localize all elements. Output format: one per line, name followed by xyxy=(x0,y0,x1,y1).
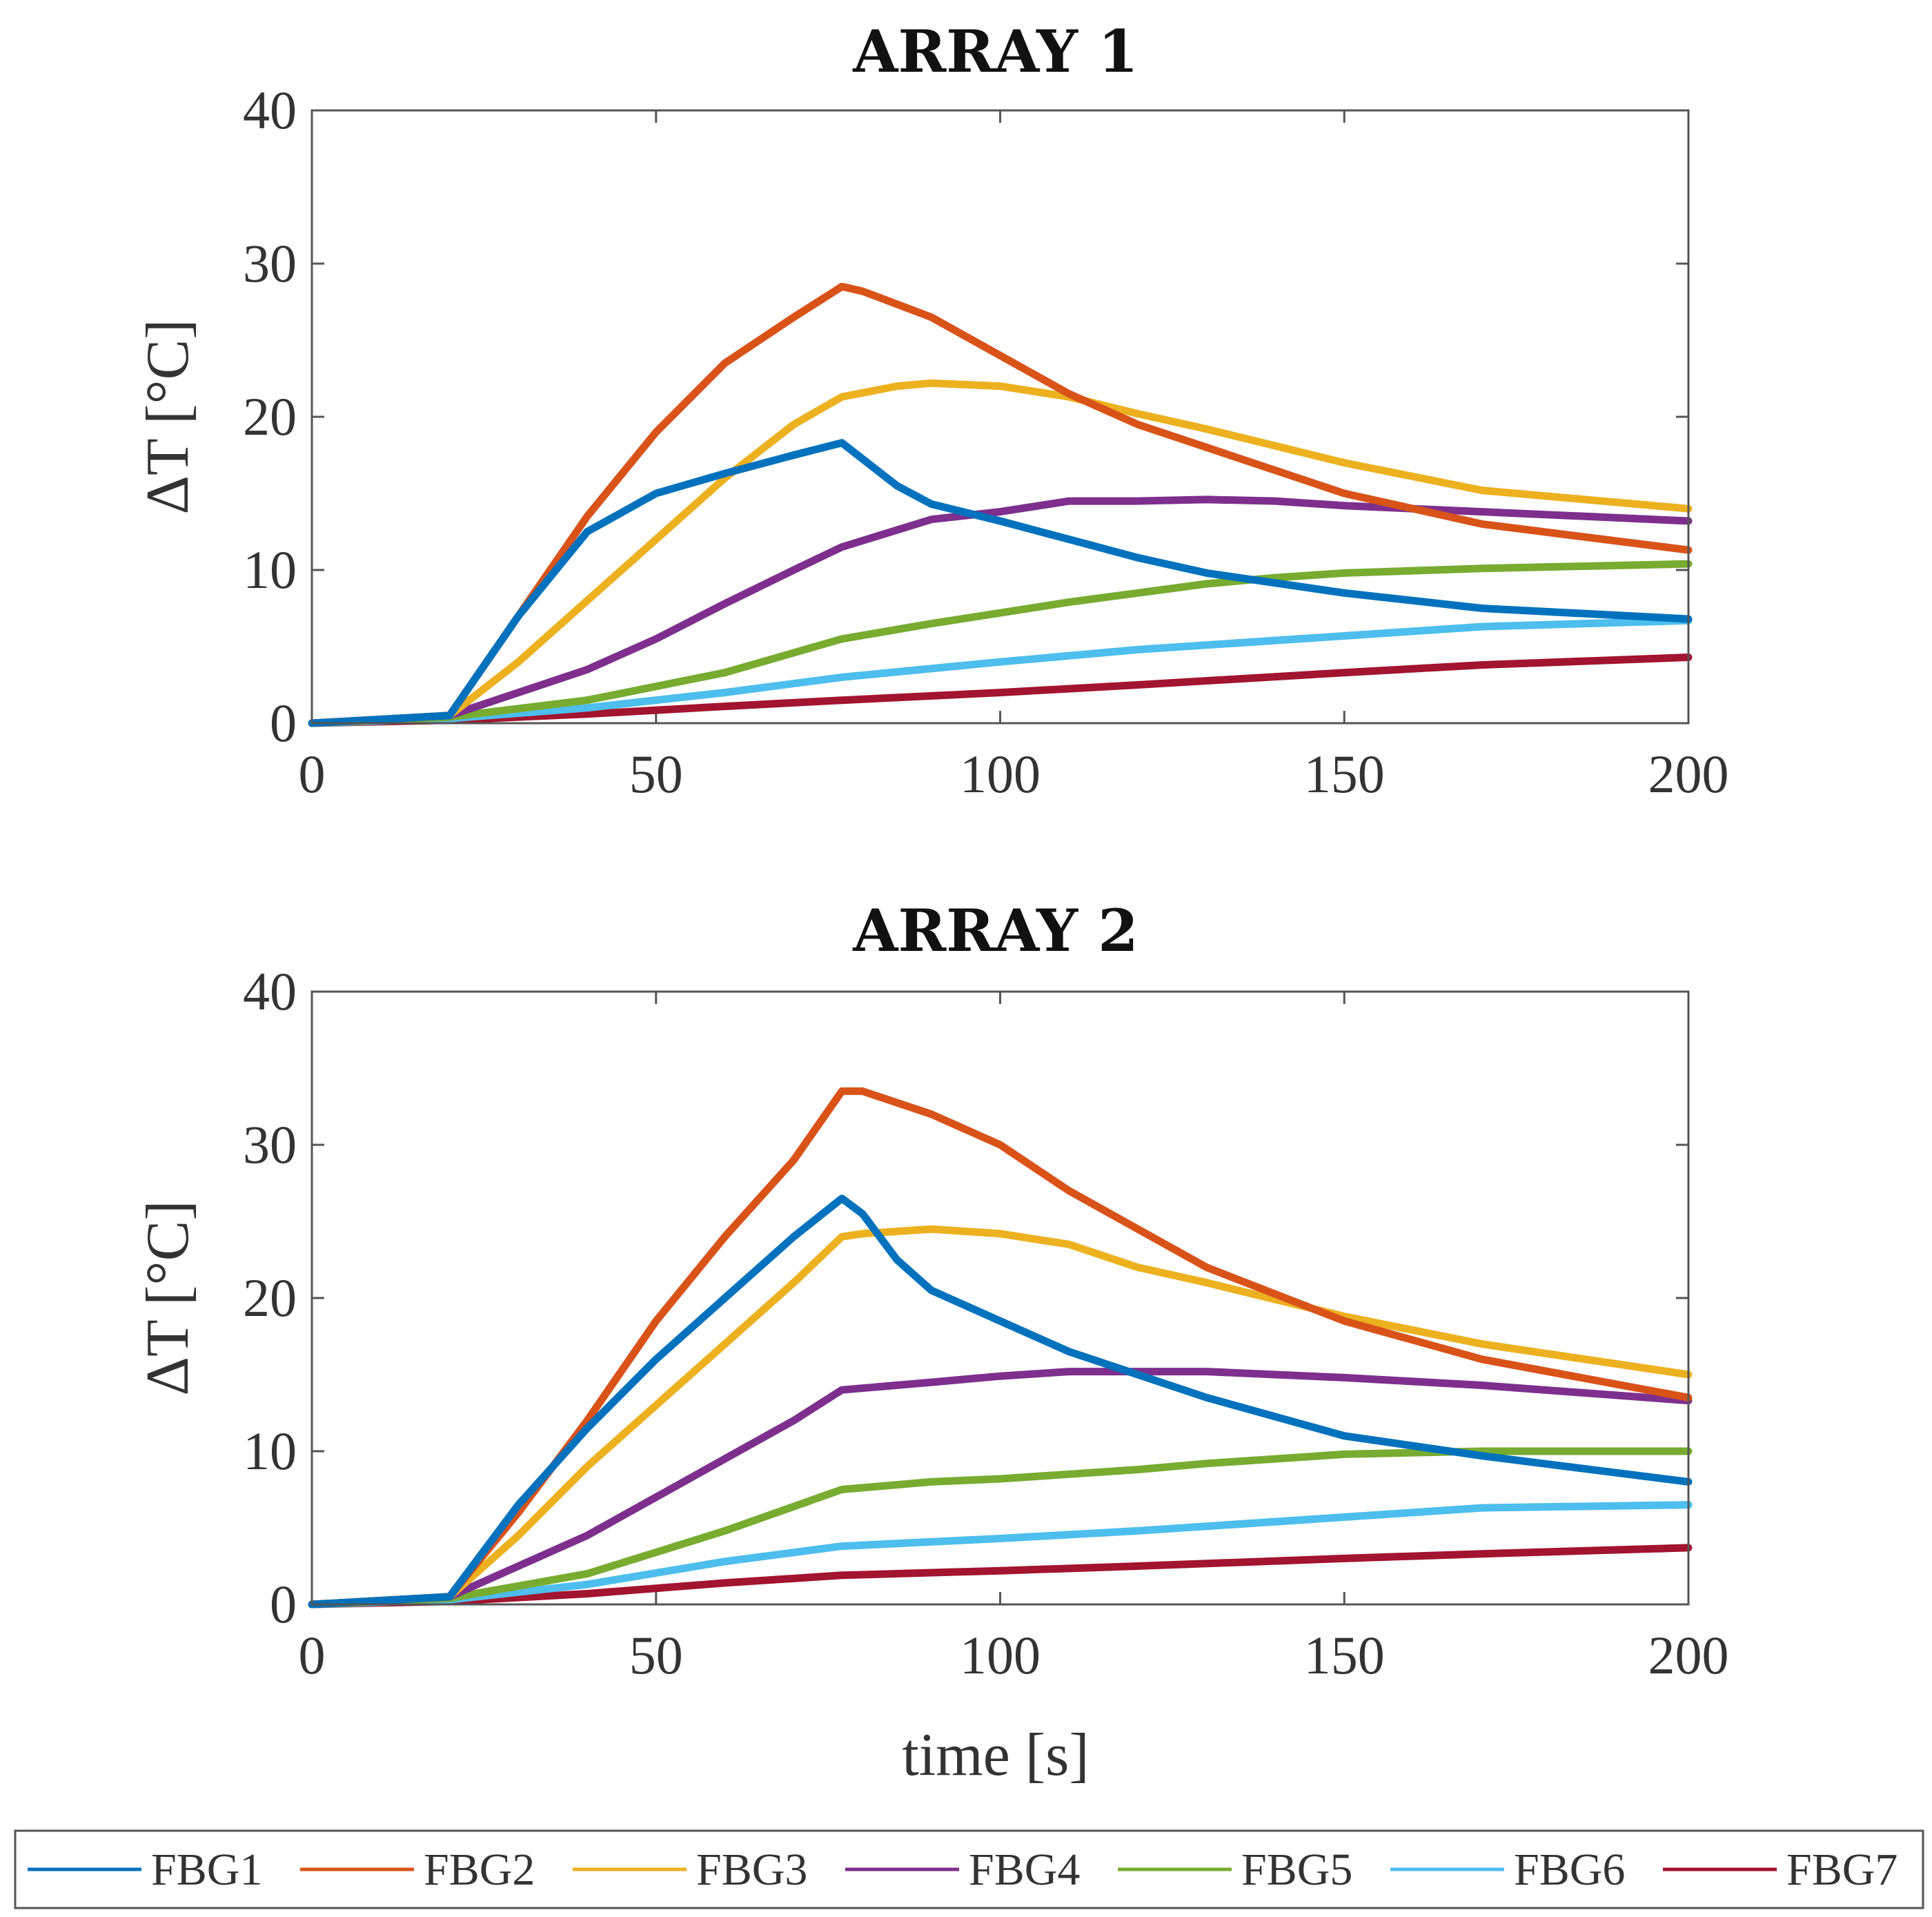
y-tick-label: 20 xyxy=(243,1268,297,1328)
legend: FBG1 FBG2 FBG3 FBG4 FBG5 FBG6 FBG7 xyxy=(14,1829,1924,1909)
series-line-fbg3 xyxy=(308,379,1693,727)
series-line-fbg2 xyxy=(308,282,1693,727)
y-tick-label: 0 xyxy=(270,1574,297,1634)
plot-frame xyxy=(310,990,1690,1606)
legend-label: FBG3 xyxy=(696,1845,807,1895)
legend-label: FBG4 xyxy=(969,1845,1080,1895)
x-tick-label: 0 xyxy=(299,744,326,804)
legend-label: FBG5 xyxy=(1241,1845,1352,1895)
y-tick-label: 20 xyxy=(243,386,297,446)
y-tick-label: 40 xyxy=(243,80,297,140)
legend-label: FBG7 xyxy=(1786,1845,1897,1895)
y-tick-label: 30 xyxy=(243,233,297,293)
chart-title: ARRAY 2 xyxy=(852,896,1138,965)
legend-item-fbg7: FBG7 xyxy=(1663,1845,1897,1895)
x-tick-label: 200 xyxy=(1648,1625,1729,1685)
legend-label: FBG1 xyxy=(151,1845,262,1895)
legend-label: FBG2 xyxy=(424,1845,535,1895)
y-tick-label: 10 xyxy=(243,540,297,600)
series-line-fbg7 xyxy=(308,1544,1693,1609)
chart-title: ARRAY 1 xyxy=(852,17,1138,86)
series-line-fbg1 xyxy=(308,439,1693,727)
x-tick-label: 50 xyxy=(629,744,683,804)
x-tick-label: 0 xyxy=(299,1625,326,1685)
x-tick-label: 100 xyxy=(960,1625,1041,1685)
x-tick-label: 50 xyxy=(629,1625,683,1685)
chart-array-1: ARRAY 1 0 50 100 150 200 0 10 20 30 40 ΔT [°C] xyxy=(135,17,1729,804)
chart-array-2: ARRAY 2 0 50 100 150 200 0 10 20 30 40 ΔT [°C] ti… xyxy=(135,896,1729,1789)
plot-frame xyxy=(310,109,1690,725)
y-tick-label: 40 xyxy=(243,961,297,1021)
series-line-fbg5 xyxy=(308,1447,1693,1609)
series-line-fbg3 xyxy=(308,1225,1693,1609)
y-tick-label: 30 xyxy=(243,1114,297,1174)
series-line-fbg6 xyxy=(308,1501,1693,1609)
y-axis-label: ΔT [°C] xyxy=(135,319,201,514)
legend-item-fbg6: FBG6 xyxy=(1390,1845,1625,1895)
y-tick-label: 0 xyxy=(270,693,297,753)
x-axis-label: time [s] xyxy=(902,1722,1089,1789)
legend-item-fbg4: FBG4 xyxy=(845,1845,1080,1895)
series-line-fbg6 xyxy=(308,616,1693,727)
x-tick-label: 200 xyxy=(1648,744,1729,804)
x-tick-label: 150 xyxy=(1304,744,1385,804)
series-line-fbg4 xyxy=(308,1368,1693,1609)
legend-item-fbg1: FBG1 xyxy=(28,1845,262,1895)
series-line-fbg1 xyxy=(308,1195,1693,1609)
x-tick-label: 100 xyxy=(960,744,1041,804)
legend-item-fbg2: FBG2 xyxy=(300,1845,535,1895)
x-tick-label: 150 xyxy=(1304,1625,1385,1685)
series-line-fbg7 xyxy=(308,653,1693,727)
series-line-fbg4 xyxy=(308,495,1693,727)
legend-item-fbg5: FBG5 xyxy=(1118,1845,1352,1895)
legend-item-fbg3: FBG3 xyxy=(573,1845,807,1895)
y-axis-label: ΔT [°C] xyxy=(135,1200,201,1395)
legend-label: FBG6 xyxy=(1514,1845,1625,1895)
y-tick-label: 10 xyxy=(243,1421,297,1481)
series-line-fbg5 xyxy=(308,560,1693,727)
